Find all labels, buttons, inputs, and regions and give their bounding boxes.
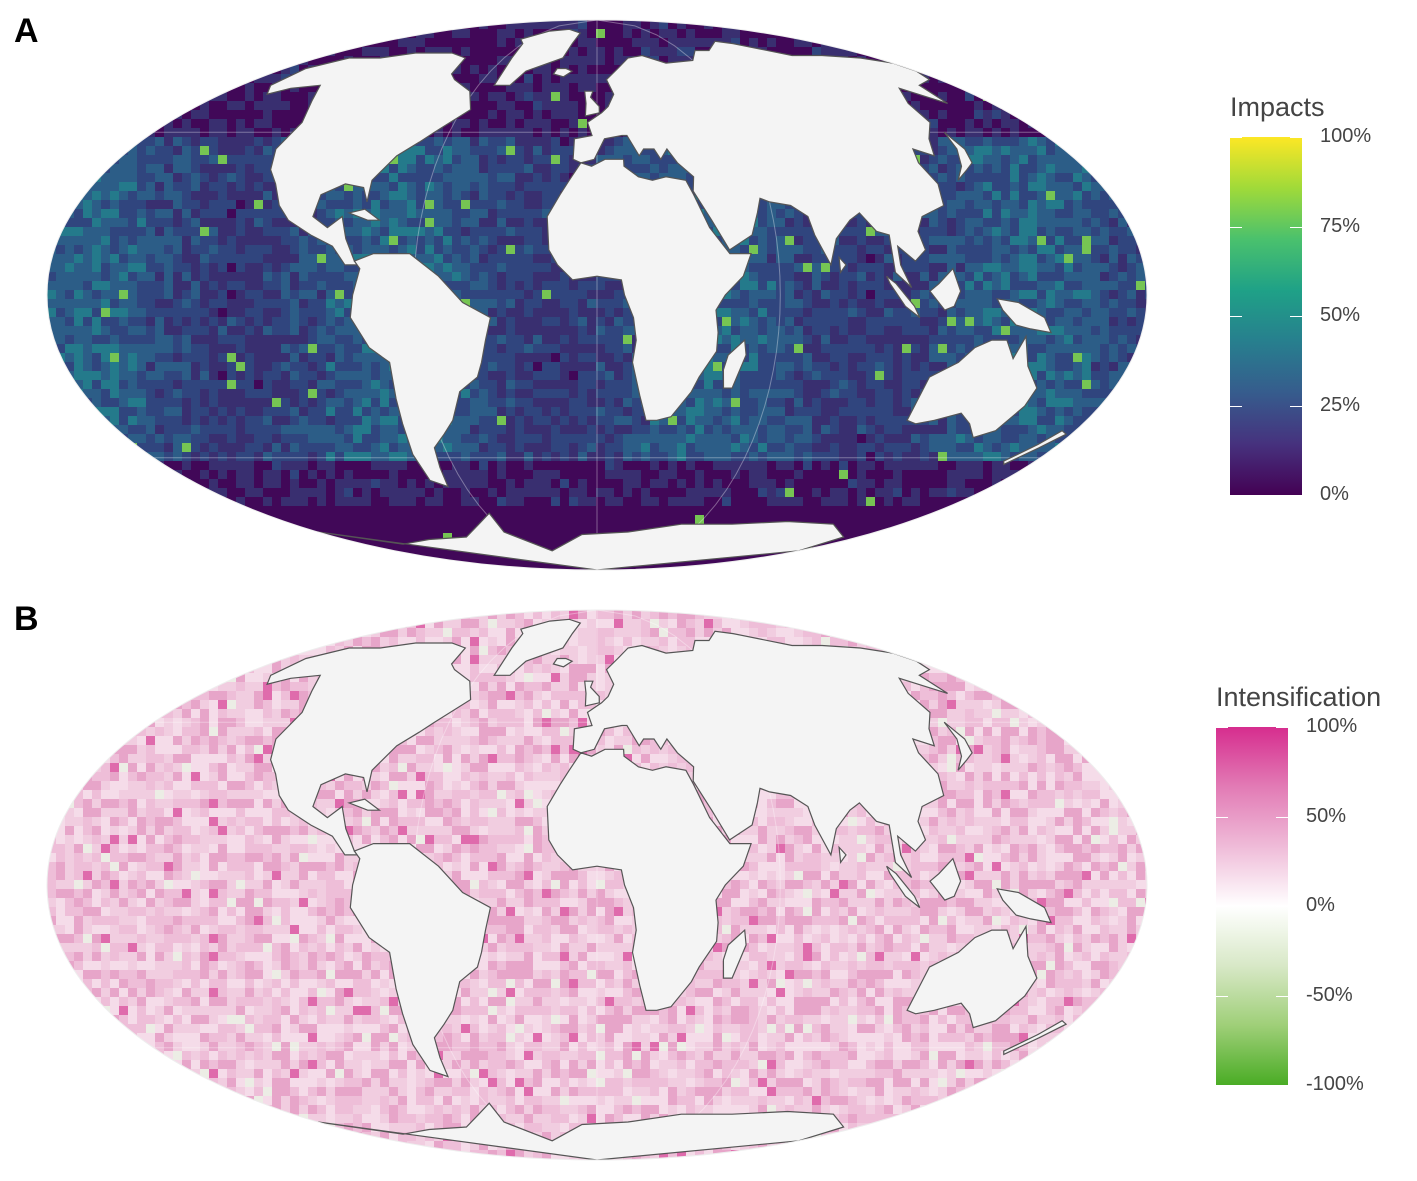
panel-b-label: B [14, 600, 39, 638]
legend-tick-mark [1290, 226, 1302, 228]
legend-tick-label: 0% [1306, 894, 1335, 916]
landmass-newZealand [1003, 429, 1068, 466]
legend-tick-mark [1216, 1085, 1228, 1086]
panel-a-label: A [14, 12, 39, 50]
legend-tick-mark [1276, 1085, 1288, 1086]
legend-tick-mark [1230, 405, 1242, 407]
landmass-iceland [552, 67, 574, 78]
landmass-cuba [347, 798, 382, 811]
legend-tick-mark [1290, 495, 1302, 496]
legend-tick-label: 75% [1320, 214, 1361, 237]
globe-outline [46, 609, 1148, 1161]
landmass-greenland [493, 618, 582, 676]
legend-tick-mark [1216, 906, 1228, 907]
landmass-sriLanka [838, 255, 847, 275]
landmass-australia [906, 924, 1038, 1029]
legend-tick-mark [1230, 495, 1242, 496]
landmass-northAmerica [266, 52, 472, 266]
landmass-uk [584, 680, 600, 707]
impacts-legend-title: Impacts [1230, 92, 1325, 122]
legend-tick-mark [1230, 316, 1242, 317]
landmass-africa [546, 748, 752, 1011]
legend-tick-mark [1216, 995, 1228, 997]
globe-outline [46, 19, 1148, 571]
legend-tick-mark [1216, 727, 1228, 728]
legend-tick-label: 100% [1306, 715, 1358, 737]
legend-tick-label: 100% [1320, 125, 1372, 147]
landmass-cuba [347, 208, 382, 221]
legend-tick-label: 0% [1320, 483, 1349, 505]
legend-tick-mark [1230, 137, 1242, 138]
legend-tick-mark [1216, 816, 1228, 818]
landmass-eurasia [572, 40, 948, 288]
landmass-antarctica [318, 1102, 845, 1160]
legend-tick-label: 25% [1320, 393, 1361, 416]
landmass-greenland [493, 28, 582, 86]
landmass-japan [943, 131, 973, 181]
landmass-madagascar [722, 928, 747, 979]
landmass-southAmerica [349, 253, 492, 488]
legend-tick-label: -100% [1306, 1073, 1364, 1095]
landmass-iceland [552, 657, 574, 668]
landmass-africa [546, 158, 752, 421]
landmass-uk [584, 90, 600, 117]
intensification-world-map [46, 609, 1148, 1161]
landmass-madagascar [722, 338, 747, 389]
impacts-world-map [46, 19, 1148, 571]
legend-tick-mark [1290, 137, 1302, 138]
legend-tick-label: 50% [1306, 804, 1347, 827]
legend-tick-mark [1276, 995, 1288, 997]
legend-tick-mark [1290, 316, 1302, 317]
landmass-japan [943, 721, 973, 771]
landmass-antarctica [318, 512, 845, 570]
landmass-borneo [929, 267, 962, 311]
landmass-sumatra [886, 275, 921, 319]
legend-tick-mark [1276, 727, 1288, 728]
landmass-sumatra [886, 865, 921, 909]
legend-tick-label: 50% [1320, 304, 1361, 326]
landmass-eurasia [572, 630, 948, 878]
legend-tick-mark [1276, 816, 1288, 818]
legend-tick-mark [1230, 226, 1242, 228]
landmass-newGuinea [996, 888, 1052, 924]
landmass-northAmerica [266, 642, 472, 856]
landmass-newGuinea [996, 298, 1052, 334]
landmass-borneo [929, 857, 962, 901]
legend-tick-mark [1290, 405, 1302, 407]
intensification-legend-title: Intensification [1216, 682, 1382, 712]
landmass-sriLanka [838, 845, 847, 865]
landmass-australia [906, 334, 1038, 439]
landmass-southAmerica [349, 843, 492, 1078]
landmass-newZealand [1003, 1019, 1068, 1056]
legend-tick-mark [1276, 906, 1288, 907]
legend-tick-label: -50% [1306, 983, 1353, 1006]
